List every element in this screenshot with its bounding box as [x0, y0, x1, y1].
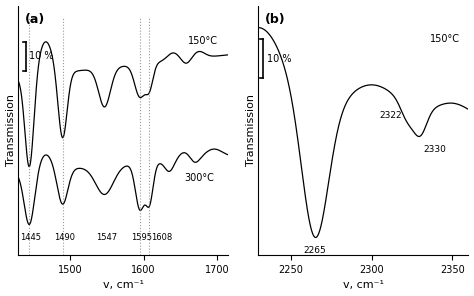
Text: 10 %: 10 %: [266, 54, 291, 64]
Text: (b): (b): [265, 13, 285, 26]
Text: 10 %: 10 %: [28, 51, 53, 61]
Text: 2322: 2322: [380, 112, 402, 120]
Text: 150°C: 150°C: [188, 36, 218, 46]
Text: 1595: 1595: [131, 233, 152, 242]
X-axis label: v, cm⁻¹: v, cm⁻¹: [343, 280, 384, 290]
Text: 1547: 1547: [96, 233, 117, 242]
Y-axis label: Transmission: Transmission: [246, 94, 255, 166]
Y-axis label: Transmission: Transmission: [6, 94, 16, 166]
X-axis label: v, cm⁻¹: v, cm⁻¹: [103, 280, 144, 290]
Text: 1608: 1608: [151, 233, 172, 242]
Text: 1445: 1445: [20, 233, 41, 242]
Text: 150°C: 150°C: [430, 34, 460, 44]
Text: 1490: 1490: [54, 233, 75, 242]
Text: 300°C: 300°C: [184, 173, 214, 184]
Text: (a): (a): [25, 13, 45, 26]
Text: 2265: 2265: [304, 246, 327, 255]
Text: 2330: 2330: [423, 145, 446, 154]
